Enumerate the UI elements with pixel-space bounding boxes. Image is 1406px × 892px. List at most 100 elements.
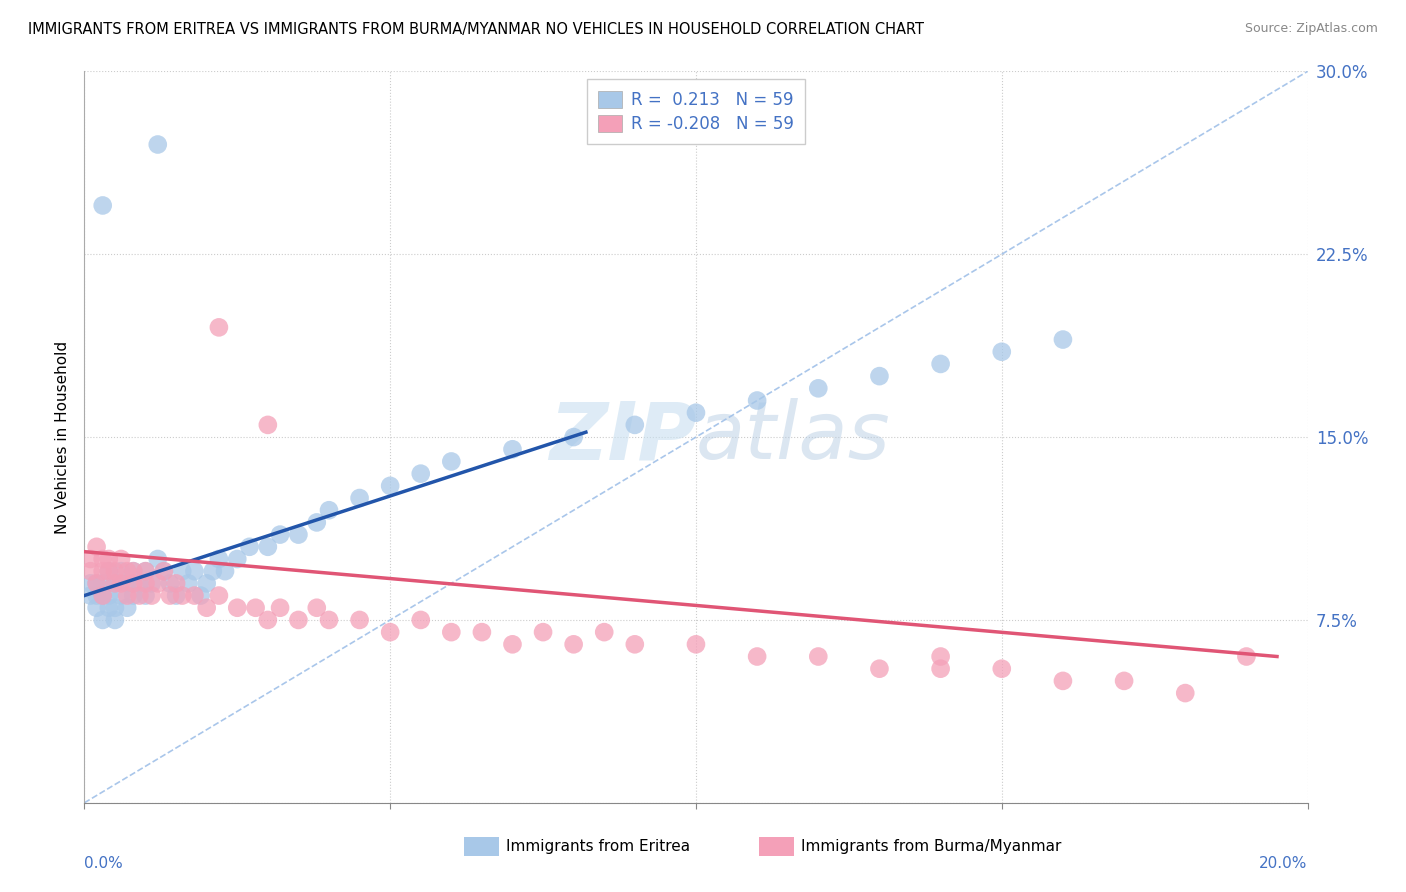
- Point: [183, 564, 205, 578]
- Point: [440, 454, 463, 468]
- Text: ZIP: ZIP: [548, 398, 696, 476]
- Point: [135, 589, 157, 603]
- Point: [122, 589, 145, 603]
- Point: [245, 600, 267, 615]
- Point: [122, 576, 145, 591]
- Point: [91, 589, 114, 603]
- Point: [214, 564, 236, 578]
- Point: [79, 589, 101, 603]
- Point: [159, 589, 181, 603]
- Point: [685, 406, 707, 420]
- Point: [1052, 333, 1074, 347]
- Point: [128, 576, 150, 591]
- Point: [287, 613, 309, 627]
- Point: [471, 625, 494, 640]
- Point: [91, 564, 114, 578]
- Point: [79, 576, 101, 591]
- Point: [104, 576, 127, 591]
- Point: [1114, 673, 1136, 688]
- Point: [110, 589, 132, 603]
- Point: [305, 516, 328, 530]
- Text: 0.0%: 0.0%: [84, 856, 124, 871]
- Point: [593, 625, 616, 640]
- Point: [141, 589, 163, 603]
- Point: [128, 589, 150, 603]
- Text: atlas: atlas: [696, 398, 891, 476]
- Point: [146, 137, 169, 152]
- Point: [115, 600, 138, 615]
- Point: [208, 589, 231, 603]
- Point: [349, 491, 371, 505]
- Point: [562, 637, 585, 651]
- Point: [380, 479, 402, 493]
- Text: IMMIGRANTS FROM ERITREA VS IMMIGRANTS FROM BURMA/MYANMAR NO VEHICLES IN HOUSEHOL: IMMIGRANTS FROM ERITREA VS IMMIGRANTS FR…: [28, 22, 924, 37]
- Point: [153, 564, 176, 578]
- Point: [135, 576, 157, 591]
- Point: [172, 564, 194, 578]
- Point: [502, 637, 524, 651]
- Point: [79, 564, 101, 578]
- Point: [165, 576, 187, 591]
- Point: [624, 417, 647, 432]
- Point: [86, 576, 108, 591]
- Point: [226, 552, 249, 566]
- Point: [747, 393, 769, 408]
- Text: Immigrants from Eritrea: Immigrants from Eritrea: [506, 839, 690, 854]
- Point: [190, 589, 212, 603]
- Point: [104, 600, 127, 615]
- Point: [91, 576, 114, 591]
- Point: [97, 564, 120, 578]
- Point: [257, 540, 280, 554]
- Point: [91, 552, 114, 566]
- Point: [86, 576, 108, 591]
- Point: [238, 540, 260, 554]
- Point: [172, 589, 194, 603]
- Point: [79, 552, 101, 566]
- Point: [991, 662, 1014, 676]
- Point: [104, 613, 127, 627]
- Point: [183, 589, 205, 603]
- Point: [141, 576, 163, 591]
- Text: 20.0%: 20.0%: [1260, 856, 1308, 871]
- Point: [991, 344, 1014, 359]
- Point: [208, 552, 231, 566]
- Point: [257, 417, 280, 432]
- Point: [104, 564, 127, 578]
- Point: [257, 613, 280, 627]
- Point: [135, 564, 157, 578]
- Point: [409, 613, 432, 627]
- Point: [208, 320, 231, 334]
- Point: [165, 589, 187, 603]
- Point: [146, 576, 169, 591]
- Point: [110, 552, 132, 566]
- Point: [97, 564, 120, 578]
- Point: [195, 600, 218, 615]
- Point: [97, 552, 120, 566]
- Point: [177, 576, 200, 591]
- Point: [409, 467, 432, 481]
- Point: [869, 662, 891, 676]
- Point: [685, 637, 707, 651]
- Point: [115, 564, 138, 578]
- Point: [624, 637, 647, 651]
- Point: [1174, 686, 1197, 700]
- Point: [97, 600, 120, 615]
- Point: [135, 564, 157, 578]
- Point: [807, 381, 830, 395]
- Point: [807, 649, 830, 664]
- Point: [122, 564, 145, 578]
- Point: [97, 589, 120, 603]
- Point: [318, 613, 340, 627]
- Point: [91, 613, 114, 627]
- Point: [201, 564, 224, 578]
- Point: [562, 430, 585, 444]
- Point: [269, 600, 291, 615]
- Point: [91, 198, 114, 212]
- Point: [110, 564, 132, 578]
- Text: Source: ZipAtlas.com: Source: ZipAtlas.com: [1244, 22, 1378, 36]
- Point: [110, 576, 132, 591]
- Point: [929, 662, 952, 676]
- Point: [502, 442, 524, 457]
- Point: [159, 576, 181, 591]
- Point: [91, 589, 114, 603]
